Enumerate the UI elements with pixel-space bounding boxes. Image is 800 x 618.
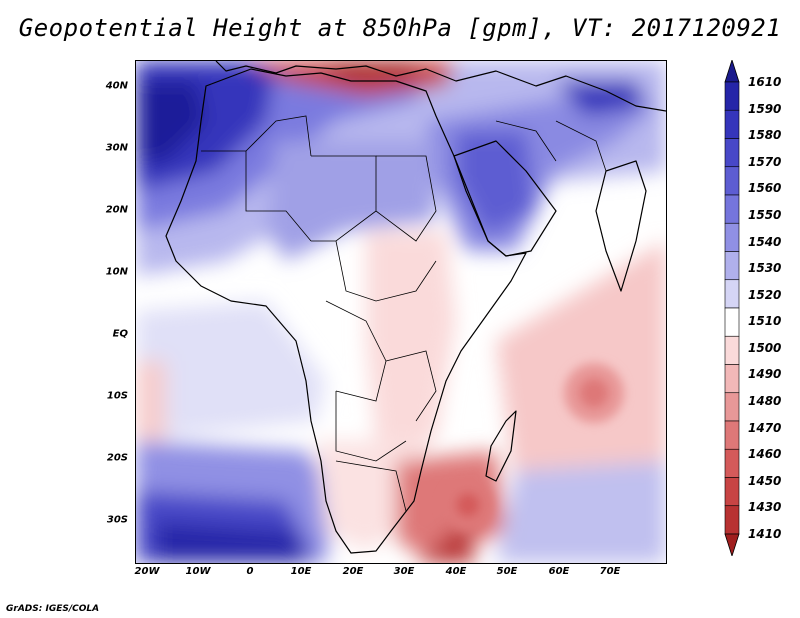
lon-label-20w: 20W (134, 566, 160, 577)
lon-label-10w: 10W (185, 566, 211, 577)
colorbar-label: 1500 (748, 340, 782, 355)
height-shading (136, 61, 666, 563)
colorbar-box-9 (724, 307, 740, 337)
colorbar (724, 60, 740, 556)
lat-label-10s: 10S (106, 390, 128, 402)
colorbar-label: 1590 (748, 101, 782, 116)
colorbar-label: 1530 (748, 261, 782, 276)
colorbar-box-2 (724, 109, 740, 139)
colorbar-label: 1580 (748, 128, 782, 143)
colorbar-label: 1520 (748, 287, 782, 302)
colorbar-label: 1430 (748, 500, 782, 515)
low-center-sw-indian-ocean (564, 363, 624, 423)
colorbar-box-8 (724, 279, 740, 309)
colorbar-box-13 (724, 420, 740, 450)
colorbar-label: 1410 (748, 527, 782, 541)
colorbar-box-10 (724, 335, 740, 365)
geopotential-height-map (136, 61, 666, 563)
colorbar-box-4 (724, 166, 740, 196)
coastlines (165, 61, 666, 554)
colorbar-box-6 (724, 222, 740, 252)
lon-label-70e: 70E (599, 566, 621, 577)
colorbar-bottom-arrow (724, 533, 740, 556)
lon-label-30e: 30E (393, 566, 415, 577)
lat-label-40n: 40N (105, 80, 128, 92)
colorbar-label: 1450 (748, 473, 782, 488)
lat-label-30s: 30S (106, 514, 128, 526)
colorbar-label: 1540 (748, 234, 782, 249)
colorbar-label: 1470 (748, 420, 782, 435)
colorbar-label: 1480 (748, 394, 782, 409)
lat-label-20s: 20S (106, 452, 128, 464)
map-title: Geopotential Height at 850hPa [gpm], VT:… (18, 14, 782, 42)
low-center-madagascar-south (442, 479, 494, 531)
colorbar-box-15 (724, 477, 740, 507)
colorbar-box-12 (724, 392, 740, 422)
colorbar-box-3 (724, 138, 740, 168)
lon-label-20e: 20E (342, 566, 364, 577)
colorbar-label: 1550 (748, 207, 782, 222)
colorbar-box-16 (724, 505, 740, 535)
lon-label-40e: 40E (445, 566, 467, 577)
lon-label-60e: 60E (548, 566, 570, 577)
lat-label-30n: 30N (105, 142, 128, 154)
colorbar-label: 1610 (748, 75, 782, 89)
lat-label-20n: 20N (105, 204, 128, 216)
lat-label-10n: 10N (105, 266, 128, 278)
colorbar-box-11 (724, 364, 740, 394)
colorbar-box-14 (724, 448, 740, 478)
colorbar-label: 1490 (748, 367, 782, 382)
colorbar-box-5 (724, 194, 740, 224)
colorbar-label: 1570 (748, 154, 782, 169)
colorbar-box-1 (724, 81, 740, 111)
colorbar-box-7 (724, 251, 740, 281)
lon-label-50e: 50E (496, 566, 518, 577)
colorbar-label: 1460 (748, 447, 782, 462)
colorbar-label: 1510 (748, 314, 782, 329)
map-panel (135, 60, 667, 564)
lon-label-0: 0 (246, 566, 254, 577)
country-borders (201, 115, 607, 512)
colorbar-label: 1560 (748, 181, 782, 196)
lat-label-eq: EQ (112, 328, 128, 340)
lon-label-10e: 10E (290, 566, 312, 577)
colorbar-top-arrow (724, 60, 740, 83)
credit-text: GrADS: IGES/COLA (6, 604, 100, 614)
